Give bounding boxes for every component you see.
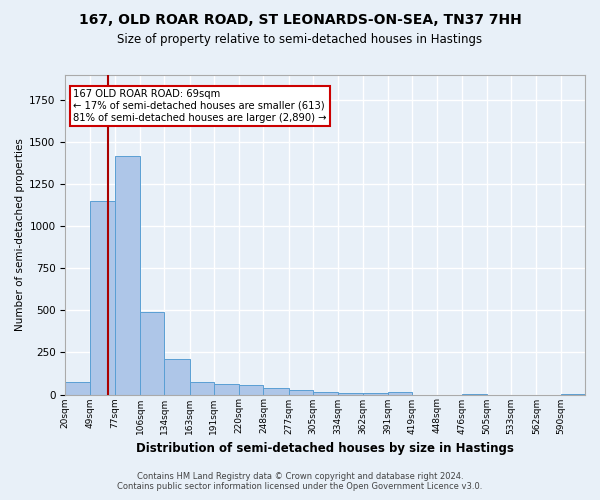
Text: 167, OLD ROAR ROAD, ST LEONARDS-ON-SEA, TN37 7HH: 167, OLD ROAR ROAD, ST LEONARDS-ON-SEA, … [79, 12, 521, 26]
Bar [91, 201, 115, 394]
Bar [65, 382, 91, 394]
Bar [140, 312, 164, 394]
Bar [164, 359, 190, 394]
Bar [239, 386, 263, 394]
Bar [313, 392, 338, 394]
Bar [214, 384, 239, 394]
Bar [190, 382, 214, 394]
Text: 167 OLD ROAR ROAD: 69sqm
← 17% of semi-detached houses are smaller (613)
81% of : 167 OLD ROAR ROAD: 69sqm ← 17% of semi-d… [73, 90, 326, 122]
Y-axis label: Number of semi-detached properties: Number of semi-detached properties [15, 138, 25, 331]
Bar [338, 393, 362, 394]
Text: Size of property relative to semi-detached houses in Hastings: Size of property relative to semi-detach… [118, 32, 482, 46]
Bar [115, 156, 140, 394]
X-axis label: Distribution of semi-detached houses by size in Hastings: Distribution of semi-detached houses by … [136, 442, 514, 455]
Bar [289, 390, 313, 394]
Bar [388, 392, 412, 394]
Text: Contains HM Land Registry data © Crown copyright and database right 2024.
Contai: Contains HM Land Registry data © Crown c… [118, 472, 482, 491]
Bar [362, 393, 388, 394]
Bar [263, 388, 289, 394]
